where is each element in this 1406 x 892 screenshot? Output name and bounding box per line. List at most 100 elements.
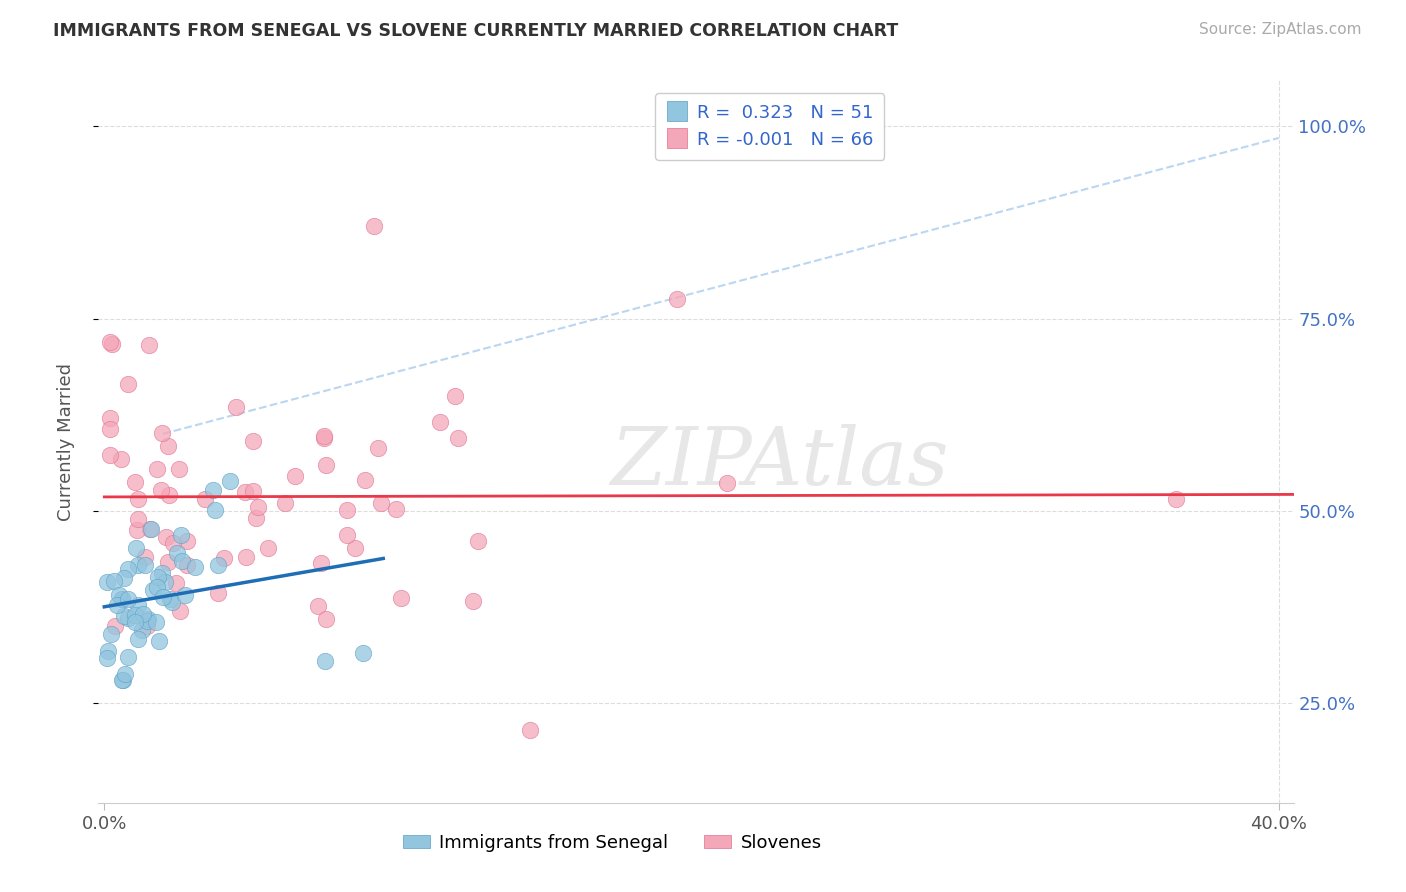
- Point: [207, 558, 229, 572]
- Point: [257, 541, 280, 556]
- Point: [176, 533, 198, 548]
- Point: [141, 522, 163, 536]
- Point: [367, 442, 389, 456]
- Point: [242, 483, 264, 498]
- Point: [127, 598, 149, 612]
- Point: [245, 510, 267, 524]
- Point: [117, 376, 139, 391]
- Point: [101, 337, 124, 351]
- Point: [173, 588, 195, 602]
- Point: [148, 633, 170, 648]
- Point: [112, 609, 135, 624]
- Point: [135, 614, 157, 628]
- Point: [242, 434, 264, 448]
- Point: [443, 389, 465, 403]
- Point: [139, 523, 162, 537]
- Point: [127, 491, 149, 506]
- Point: [235, 549, 257, 564]
- Point: [111, 673, 134, 687]
- Point: [519, 723, 541, 737]
- Point: [165, 576, 187, 591]
- Point: [117, 611, 139, 625]
- Point: [312, 432, 335, 446]
- Point: [370, 496, 392, 510]
- Point: [146, 570, 169, 584]
- Point: [1164, 492, 1187, 507]
- Point: [214, 551, 236, 566]
- Point: [166, 546, 188, 560]
- Point: [104, 619, 127, 633]
- Point: [156, 556, 179, 570]
- Point: [665, 293, 688, 307]
- Point: [110, 451, 132, 466]
- Point: [112, 571, 135, 585]
- Point: [176, 558, 198, 573]
- Point: [127, 632, 149, 647]
- Point: [467, 533, 489, 548]
- Point: [352, 646, 374, 660]
- Point: [284, 469, 307, 483]
- Point: [131, 623, 153, 637]
- Point: [274, 496, 297, 510]
- Point: [105, 599, 128, 613]
- Point: [336, 503, 359, 517]
- Point: [150, 483, 173, 498]
- Point: [100, 411, 122, 425]
- Point: [384, 501, 406, 516]
- Point: [354, 473, 377, 487]
- Point: [429, 415, 451, 429]
- Point: [124, 607, 146, 622]
- Point: [111, 673, 134, 687]
- Point: [219, 475, 242, 489]
- Point: [314, 429, 336, 443]
- Point: [309, 556, 332, 570]
- Point: [127, 523, 149, 537]
- Point: [96, 651, 118, 665]
- Point: [125, 541, 148, 555]
- Point: [207, 586, 229, 600]
- Point: [146, 581, 169, 595]
- Point: [96, 574, 118, 589]
- Point: [107, 588, 129, 602]
- Point: [315, 612, 337, 626]
- Point: [134, 558, 156, 573]
- Point: [117, 592, 139, 607]
- Point: [103, 574, 125, 588]
- Point: [152, 591, 174, 605]
- Point: [204, 502, 226, 516]
- Point: [157, 439, 180, 453]
- Point: [184, 559, 207, 574]
- Point: [134, 549, 156, 564]
- Point: [389, 591, 412, 605]
- Point: [194, 492, 217, 507]
- Point: [162, 536, 184, 550]
- Point: [114, 667, 136, 681]
- Point: [136, 619, 159, 633]
- Point: [127, 558, 149, 572]
- Point: [150, 426, 173, 441]
- Text: IMMIGRANTS FROM SENEGAL VS SLOVENE CURRENTLY MARRIED CORRELATION CHART: IMMIGRANTS FROM SENEGAL VS SLOVENE CURRE…: [53, 22, 898, 40]
- Point: [201, 483, 224, 497]
- Point: [463, 594, 485, 608]
- Point: [247, 500, 270, 514]
- Point: [716, 476, 738, 491]
- Point: [336, 528, 359, 542]
- Point: [142, 583, 165, 598]
- Point: [138, 338, 160, 352]
- Point: [363, 219, 385, 234]
- Point: [132, 607, 155, 622]
- Point: [225, 400, 247, 414]
- Point: [159, 488, 181, 502]
- Point: [97, 643, 120, 657]
- Point: [233, 484, 256, 499]
- Point: [98, 422, 121, 436]
- Point: [307, 599, 329, 614]
- Point: [162, 595, 184, 609]
- Point: [159, 592, 181, 607]
- Point: [98, 448, 121, 462]
- Point: [447, 431, 470, 445]
- Text: ZIPAtlas: ZIPAtlas: [610, 425, 949, 502]
- Point: [111, 592, 134, 607]
- Point: [167, 461, 190, 475]
- Y-axis label: Currently Married: Currently Married: [56, 362, 75, 521]
